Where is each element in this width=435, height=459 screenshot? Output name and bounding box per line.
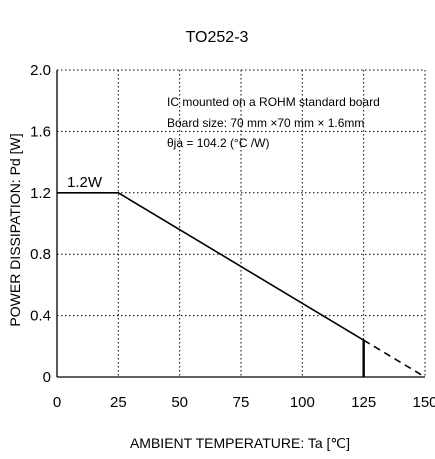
annotation-board-type: IC mounted on a ROHM standard board: [167, 95, 380, 109]
x-tick-label: 25: [110, 394, 127, 411]
annotation-thermal-resistance: θja = 104.2 (°C /W): [167, 136, 270, 150]
x-tick-label: 75: [233, 394, 250, 411]
annotation-board-size: Board size: 70 mm ×70 mm × 1.6mm: [167, 116, 364, 130]
peak-value-label: 1.2W: [67, 174, 103, 191]
y-tick-label: 1.2: [30, 185, 51, 202]
x-tick-label: 150: [412, 394, 435, 411]
y-tick-label: 0.8: [30, 246, 51, 263]
y-tick-label: 0.4: [30, 308, 51, 325]
y-tick-label: 0: [43, 369, 51, 386]
plot-area: [56, 70, 426, 378]
x-tick-label: 100: [290, 394, 315, 411]
x-tick-label: 0: [53, 394, 61, 411]
chart-title: TO252-3: [186, 29, 249, 46]
x-tick-label: 125: [351, 394, 376, 411]
series-line-1: [363, 339, 426, 378]
series-line-0: [57, 192, 365, 341]
tick-labels: 0 25 50 75 100 125 150 0 0.4 0.8 1.2 1.6 2.0: [30, 62, 435, 411]
y-tick-label: 1.6: [30, 123, 51, 140]
x-tick-label: 50: [171, 394, 188, 411]
y-tick-label: 2.0: [30, 62, 51, 79]
x-axis-label: AMBIENT TEMPERATURE: Ta [℃]: [130, 435, 350, 451]
y-axis-label: POWER DISSIPATION: Pd [W]: [7, 133, 23, 326]
